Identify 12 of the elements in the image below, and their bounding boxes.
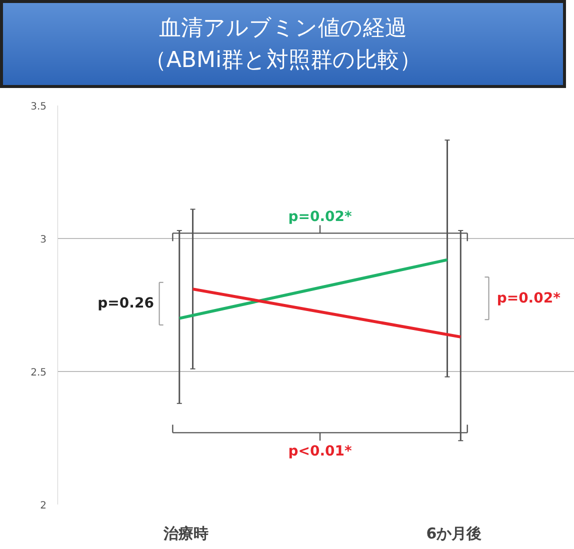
y-tick-label: 2.5 <box>30 368 47 378</box>
y-tick-label: 2 <box>40 500 47 512</box>
y-tick-label: 3.5 <box>30 102 47 112</box>
annotation: p=0.26 <box>98 296 154 312</box>
annotation: p<0.01* <box>288 443 353 460</box>
x-tick-label: 治療時 <box>162 524 209 542</box>
chart-subtitle: （ABMi群と対照群の比較） <box>144 48 422 73</box>
y-tick-label: 3 <box>40 234 47 246</box>
chart-title: 血清アルブミン値の経過 <box>159 16 407 41</box>
x-tick-label: 6か月後 <box>426 524 482 542</box>
annotation: p=0.02* <box>496 290 562 306</box>
annotation: p=0.02* <box>288 209 353 226</box>
